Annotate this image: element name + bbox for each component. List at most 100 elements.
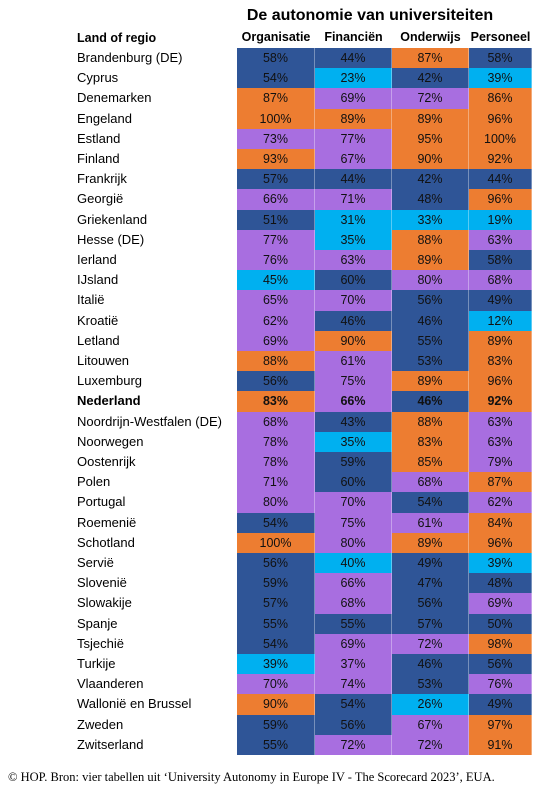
cell: 96% [469,108,532,130]
cell: 63% [469,229,532,251]
cell: 43% [315,411,392,433]
cell: 63% [315,250,392,271]
cell: 80% [237,492,315,514]
cell: 60% [315,472,392,493]
cell: 48% [469,573,532,594]
cell: 56% [315,714,392,736]
cell: 53% [392,351,469,372]
cell: 59% [237,573,315,594]
cell: 42% [392,68,469,89]
row-label: Finland [77,151,120,166]
cell: 49% [392,553,469,574]
cell: 87% [469,472,532,493]
cell: 72% [392,633,469,655]
cell: 92% [469,149,532,170]
cell: 61% [392,512,469,534]
cell: 31% [315,209,392,231]
cell: 59% [237,714,315,736]
row-label: Noordrijn-Westfalen (DE) [77,413,222,429]
cell: 35% [315,229,392,251]
row-label: Slowakije [77,595,132,611]
cell: 88% [392,229,469,251]
row-label: Litouwen [77,353,130,368]
cell: 46% [315,310,392,332]
cell: 46% [392,654,469,675]
cell: 12% [469,310,532,332]
cell: 68% [237,411,315,433]
cell: 66% [237,189,315,211]
cell: 89% [392,250,469,271]
title: De autonomie van universiteiten [246,7,494,24]
cell: 83% [237,391,315,413]
cell: 79% [469,452,532,473]
cell: 100% [469,128,532,150]
cell: 19% [469,209,532,231]
row-label: Ierland [77,252,117,267]
row-label: Letland [77,332,120,348]
cell: 49% [469,290,532,312]
cell: 70% [315,290,392,312]
row-label: Italië [77,292,105,308]
cell: 88% [237,351,315,372]
cell: 89% [392,108,469,130]
cell: 83% [469,351,532,372]
row-label: Tsjechië [77,635,124,651]
cell: 77% [315,128,392,150]
cell: 77% [237,229,315,251]
cell: 87% [392,48,469,69]
cell: 45% [237,270,315,291]
row-label: Luxemburg [77,373,143,389]
row-label: Wallonië en Brussel [77,696,192,712]
cell: 91% [469,734,532,756]
row-label: Kroatië [77,312,119,328]
cell: 68% [469,270,532,291]
cell: 72% [392,734,469,756]
cell: 55% [392,330,469,352]
cell: 53% [392,674,469,695]
cell: 26% [392,694,469,716]
cell: 44% [469,169,532,190]
cell: 65% [237,290,315,312]
cell: 90% [392,149,469,170]
row-label: Noorwegen [77,433,144,449]
cell: 37% [315,654,392,675]
cell: 75% [315,371,392,392]
row-label: Engeland [77,110,132,126]
cell: 78% [237,452,315,473]
cell: 23% [315,68,392,89]
cell: 40% [315,553,392,574]
cell: 68% [315,593,392,615]
cell: 35% [315,431,392,453]
cell: 96% [469,189,532,211]
cell: 39% [469,68,532,89]
row-label: Nederland [77,393,141,409]
row-label: Denemarken [77,90,152,106]
cell: 90% [315,330,392,352]
row-label: Zweden [77,716,124,732]
cell: 98% [469,633,532,655]
cell: 93% [237,149,315,170]
row-label: Georgië [77,191,124,207]
row-label: Spanje [77,615,118,631]
cell: 89% [315,108,392,130]
cell: 61% [315,351,392,372]
row-label: Brandenburg (DE) [77,50,183,65]
cell: 54% [237,512,315,534]
cell: 97% [469,714,532,736]
cell: 96% [469,532,532,554]
column-header: Onderwijs [400,30,461,44]
cell: 69% [315,88,392,110]
row-label: Vlaanderen [77,676,144,692]
cell: 57% [392,613,469,635]
cell: 75% [315,512,392,534]
column-header: Personeel [470,30,531,44]
cell: 46% [392,391,469,413]
cell: 89% [469,330,532,352]
cell: 54% [315,694,392,716]
cell: 54% [392,492,469,514]
cell: 60% [315,270,392,291]
cell: 69% [315,633,392,655]
row-label: IJsland [77,272,119,288]
row-label: Estland [77,130,121,146]
